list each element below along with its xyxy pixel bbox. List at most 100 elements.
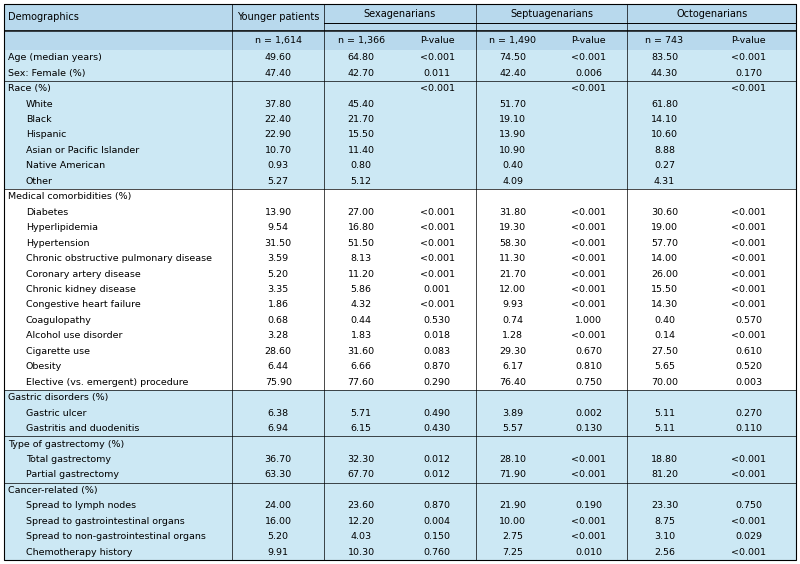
Text: 70.00: 70.00 xyxy=(651,378,678,387)
Bar xyxy=(4,220,796,235)
Text: 4.32: 4.32 xyxy=(350,301,372,310)
Text: 7.25: 7.25 xyxy=(502,548,523,557)
Bar xyxy=(4,514,796,529)
Text: 0.670: 0.670 xyxy=(575,347,602,356)
Text: 0.004: 0.004 xyxy=(423,517,450,526)
Text: 0.290: 0.290 xyxy=(423,378,450,387)
Text: 2.75: 2.75 xyxy=(502,532,523,541)
Bar xyxy=(4,328,796,343)
Text: <0.001: <0.001 xyxy=(731,254,766,263)
Text: 11.30: 11.30 xyxy=(499,254,526,263)
Text: <0.001: <0.001 xyxy=(571,239,606,248)
Text: 30.60: 30.60 xyxy=(651,208,678,217)
Text: 0.018: 0.018 xyxy=(423,332,450,341)
Text: 1.83: 1.83 xyxy=(350,332,372,341)
Text: 1.28: 1.28 xyxy=(502,332,523,341)
Text: Other: Other xyxy=(26,177,53,186)
Text: Spread to lymph nodes: Spread to lymph nodes xyxy=(26,501,136,510)
Text: 2.56: 2.56 xyxy=(654,548,675,557)
Text: 5.12: 5.12 xyxy=(350,177,372,186)
Text: 10.30: 10.30 xyxy=(348,548,374,557)
Text: 0.110: 0.110 xyxy=(735,424,762,433)
Text: 0.68: 0.68 xyxy=(268,316,289,325)
Text: 3.28: 3.28 xyxy=(268,332,289,341)
Text: <0.001: <0.001 xyxy=(571,517,606,526)
Bar xyxy=(4,205,796,220)
Text: 9.91: 9.91 xyxy=(268,548,289,557)
Bar xyxy=(4,529,796,545)
Text: 14.30: 14.30 xyxy=(651,301,678,310)
Text: 6.44: 6.44 xyxy=(268,362,289,371)
Text: 31.50: 31.50 xyxy=(265,239,292,248)
Text: Congestive heart failure: Congestive heart failure xyxy=(26,301,141,310)
Text: 27.00: 27.00 xyxy=(348,208,374,217)
Text: Demographics: Demographics xyxy=(8,12,79,22)
Text: 6.15: 6.15 xyxy=(350,424,372,433)
Text: 14.00: 14.00 xyxy=(651,254,678,263)
Text: 23.30: 23.30 xyxy=(651,501,678,510)
Bar xyxy=(4,406,796,421)
Text: Septuagenarians: Septuagenarians xyxy=(510,9,593,19)
Text: 0.170: 0.170 xyxy=(735,69,762,78)
Text: 8.88: 8.88 xyxy=(654,146,675,155)
Text: 74.50: 74.50 xyxy=(499,53,526,62)
Text: n = 1,490: n = 1,490 xyxy=(490,36,536,45)
Text: <0.001: <0.001 xyxy=(571,455,606,464)
Text: 0.80: 0.80 xyxy=(350,161,372,170)
Text: <0.001: <0.001 xyxy=(571,532,606,541)
Text: <0.001: <0.001 xyxy=(731,455,766,464)
Text: 0.002: 0.002 xyxy=(575,409,602,418)
Text: 29.30: 29.30 xyxy=(499,347,526,356)
Bar xyxy=(4,96,796,112)
Text: 0.40: 0.40 xyxy=(654,316,675,325)
Text: Chronic obstructive pulmonary disease: Chronic obstructive pulmonary disease xyxy=(26,254,212,263)
Text: 5.11: 5.11 xyxy=(654,409,675,418)
Text: 0.27: 0.27 xyxy=(654,161,675,170)
Text: 45.40: 45.40 xyxy=(348,100,374,109)
Text: 4.09: 4.09 xyxy=(502,177,523,186)
Text: Sexagenarians: Sexagenarians xyxy=(364,9,436,19)
Text: Cancer-related (%): Cancer-related (%) xyxy=(8,486,98,495)
Text: 0.74: 0.74 xyxy=(502,316,523,325)
Text: Cigarette use: Cigarette use xyxy=(26,347,90,356)
Text: 63.30: 63.30 xyxy=(265,470,292,479)
Bar xyxy=(4,112,796,127)
Text: 0.003: 0.003 xyxy=(735,378,762,387)
Text: <0.001: <0.001 xyxy=(419,239,454,248)
Text: 14.10: 14.10 xyxy=(651,115,678,124)
Bar xyxy=(4,390,796,406)
Text: 76.40: 76.40 xyxy=(499,378,526,387)
Text: 13.90: 13.90 xyxy=(265,208,292,217)
Text: 57.70: 57.70 xyxy=(651,239,678,248)
Text: 22.40: 22.40 xyxy=(265,115,292,124)
Text: 0.520: 0.520 xyxy=(735,362,762,371)
Text: 19.10: 19.10 xyxy=(499,115,526,124)
Text: 0.012: 0.012 xyxy=(423,455,450,464)
Bar xyxy=(4,421,796,437)
Bar xyxy=(4,467,796,483)
Bar xyxy=(4,437,796,452)
Text: n = 1,614: n = 1,614 xyxy=(254,36,302,45)
Text: 4.03: 4.03 xyxy=(350,532,372,541)
Text: Hypertension: Hypertension xyxy=(26,239,90,248)
Text: 0.750: 0.750 xyxy=(735,501,762,510)
Text: Chemotherapy history: Chemotherapy history xyxy=(26,548,132,557)
Text: Spread to non-gastrointestinal organs: Spread to non-gastrointestinal organs xyxy=(26,532,206,541)
Text: Spread to gastrointestinal organs: Spread to gastrointestinal organs xyxy=(26,517,185,526)
Text: <0.001: <0.001 xyxy=(419,270,454,279)
Text: <0.001: <0.001 xyxy=(571,285,606,294)
Text: 0.760: 0.760 xyxy=(423,548,450,557)
Text: 67.70: 67.70 xyxy=(348,470,374,479)
Text: <0.001: <0.001 xyxy=(571,332,606,341)
Text: <0.001: <0.001 xyxy=(731,270,766,279)
Text: Age (median years): Age (median years) xyxy=(8,53,102,62)
Bar xyxy=(4,235,796,251)
Text: Asian or Pacific Islander: Asian or Pacific Islander xyxy=(26,146,139,155)
Text: Elective (vs. emergent) procedure: Elective (vs. emergent) procedure xyxy=(26,378,188,387)
Text: 8.13: 8.13 xyxy=(350,254,372,263)
Bar xyxy=(4,545,796,560)
Text: <0.001: <0.001 xyxy=(571,223,606,232)
Text: 37.80: 37.80 xyxy=(265,100,292,109)
Text: 21.70: 21.70 xyxy=(348,115,374,124)
Text: n = 1,366: n = 1,366 xyxy=(338,36,385,45)
